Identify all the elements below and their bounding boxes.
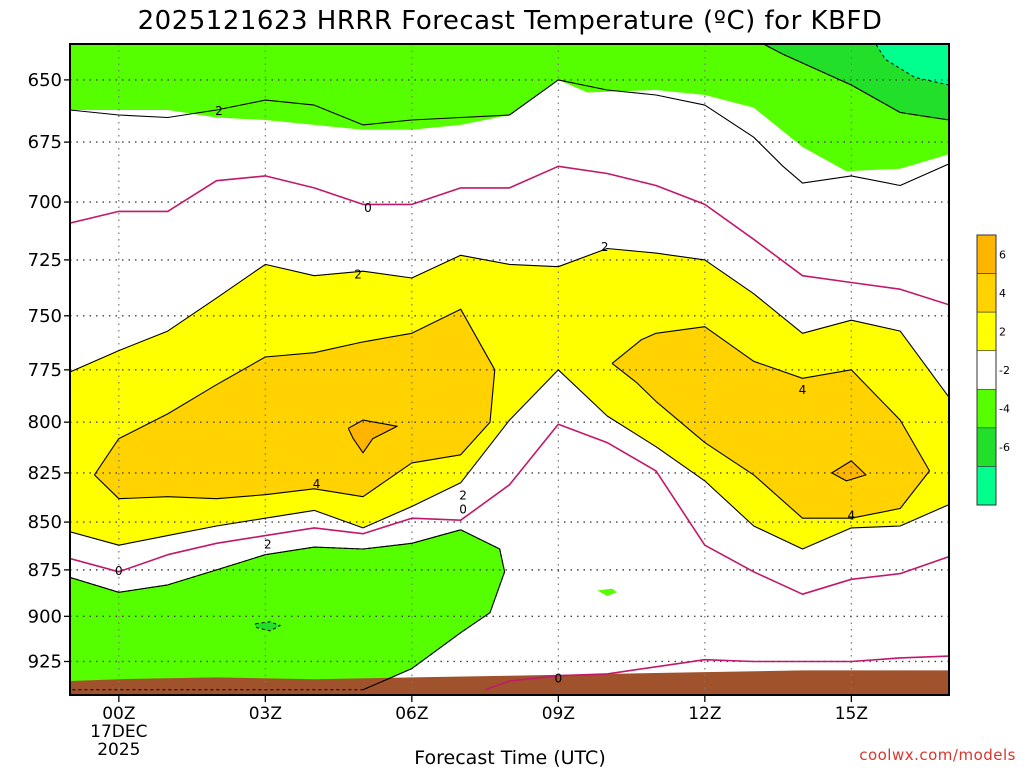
contour-line-7 [347,419,398,454]
y-tick-label-650: 650 [28,70,62,91]
colorbar-tick-3: -2 [999,364,1010,377]
colorbar-bin-4 [976,388,997,429]
x-tick-label-5: 15Z [835,704,868,724]
region-coldest-top [875,44,949,85]
y-tick-label-725: 725 [28,250,62,271]
region-cold-top [70,44,949,172]
contour-line-6 [611,326,931,519]
colorbar-tick-0: 6 [999,248,1006,261]
contour-label-9: 2 [264,537,272,551]
contour-line-8 [831,460,867,482]
y-tick-label-800: 800 [28,412,62,433]
y-tick-label-675: 675 [28,132,62,153]
chart-title: 2025121623 HRRR Forecast Temperature (ºC… [138,6,883,36]
axes: 650 675 700 725 750 775 800 825 850 875 900 925 00Z 0… [28,43,950,760]
contour-line-9 [70,247,949,398]
contour-label-10: 0 [115,564,123,578]
contour-line-minus2-spot [255,621,282,632]
contour-line-minus6 [875,44,949,86]
y-tick-label-850: 850 [28,512,62,533]
contour-label-7: 0 [459,502,467,516]
y-tick-label-825: 825 [28,463,62,484]
x-tick-label-4: 12Z [688,704,721,724]
colorbar-bin-5 [976,427,997,467]
contour-label-4: 4 [799,383,807,397]
contour-line-4 [484,655,949,691]
y-tick-label-775: 775 [28,360,62,381]
contour-line-10 [70,369,949,550]
region-warmer-left [94,309,495,499]
y-tick-label-925: 925 [28,651,62,672]
contour-line-2 [70,165,949,306]
credit-text: coolwx.com/models [859,746,1016,764]
x-axis-label: Forecast Time (UTC) [414,747,605,768]
colorbar-tick-1: 4 [999,287,1006,300]
x-tick-label-2: 06Z [395,704,428,724]
contour-line-minus4-spot [70,529,506,691]
x-tick-label-3: 09Z [542,704,575,724]
contour-label-11: 0 [555,671,563,685]
contour-label-2: 2 [354,267,362,281]
contour-label-8: 4 [848,508,856,522]
region-warmest-left [348,420,398,453]
contour-line-5 [93,308,496,500]
y-tick-label-700: 700 [28,192,62,213]
x-date-label-1: 2025 [97,740,140,760]
colorbar-frame [976,234,997,506]
colorbar-bin-0 [976,234,997,274]
colorbar-bin-1 [976,273,997,313]
contour-label-3: 2 [601,240,609,254]
colorbar-tick-2: 2 [999,325,1006,338]
colorbar: 6 4 2 -2 -4 -6 [976,234,1010,506]
colorbar-bin-6 [976,466,997,506]
y-tick-label-900: 900 [28,606,62,627]
x-tick-label-0: 00Z [102,704,135,724]
colorbar-bin-2 [976,311,997,352]
contour-label-5: 4 [313,477,321,491]
y-tick-label-875: 875 [28,560,62,581]
contour-label-0: 2 [215,104,223,118]
region-cold-spot-right [597,588,617,596]
colorbar-tick-4: -4 [999,403,1010,416]
y-tick-label-750: 750 [28,306,62,327]
colorbar-bin-3 [976,350,997,390]
colorbar-tick-5: -6 [999,441,1010,454]
x-tick-label-1: 03Z [249,704,282,724]
contour-line-3 [70,423,949,596]
contour-label-1: 0 [364,201,372,215]
terrain-area [70,670,949,695]
region-warmest-right [831,460,866,481]
x-date-label-0: 17DEC [90,722,147,742]
contour-label-6: 2 [459,489,467,503]
contour-line-0 [70,79,949,187]
